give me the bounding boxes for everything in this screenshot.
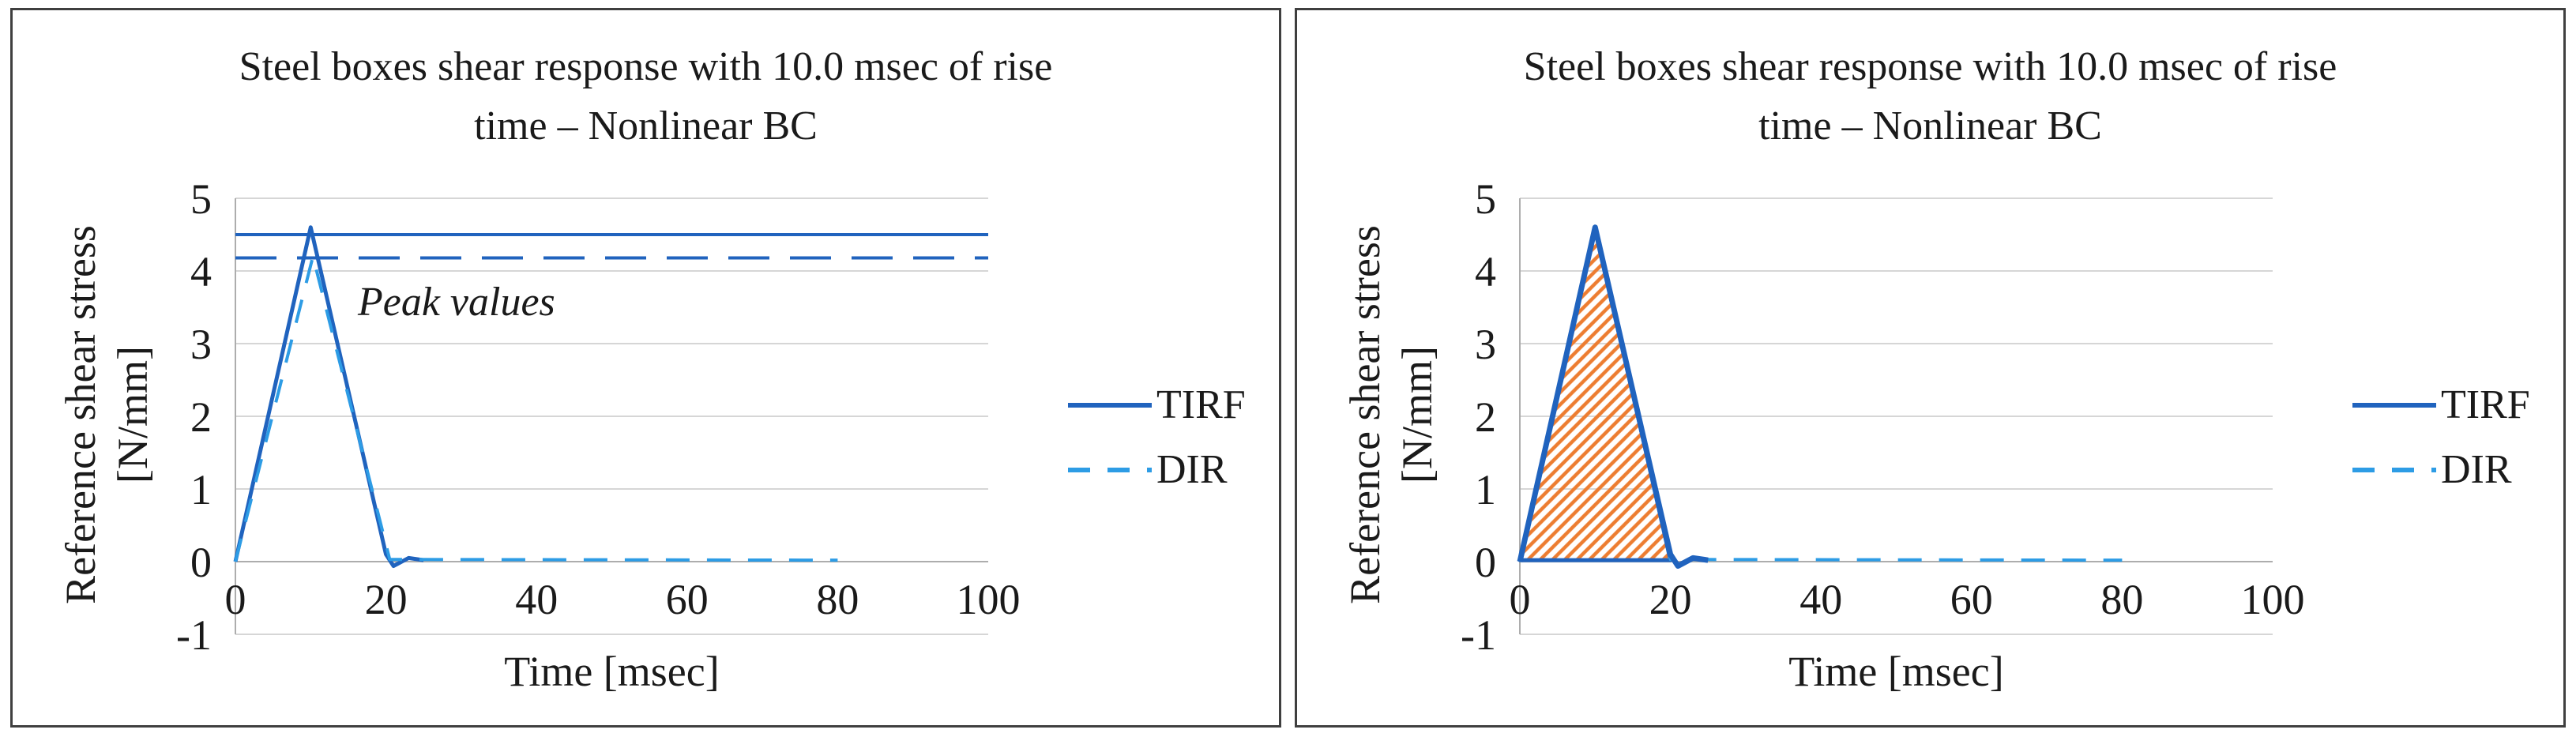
plot-area-right: 5 4 3 2 1 0 -1 0 20 40 60 80 100 (1461, 175, 2305, 659)
x-tick-label: 100 (957, 576, 1021, 623)
chart-title-line2: time – Nonlinear BC (1758, 103, 2102, 149)
legend-entry-dir: DIR (1068, 449, 1228, 491)
y-tick-label: 0 (190, 539, 212, 586)
x-axis-title: Time [msec] (1788, 648, 2004, 695)
x-tick-label: 0 (1510, 576, 1531, 623)
chart-title: Steel boxes shear response with 10.0 mse… (1329, 37, 2532, 156)
y-tick-label: -1 (1461, 611, 1496, 659)
y-tick-label: 5 (1475, 175, 1496, 223)
y-axis-title-line2: [N/mm] (109, 346, 156, 483)
x-tick-label: 60 (1950, 576, 1993, 623)
legend-label-dir: DIR (2441, 447, 2512, 492)
legend-label-tirf: TIRF (2441, 382, 2530, 427)
y-axis-title: Reference shear stress [N/mm] (1340, 225, 1444, 604)
x-tick-label: 20 (365, 576, 408, 623)
x-tick-label: 40 (1799, 576, 1842, 623)
y-axis-title-line1: Reference shear stress (1341, 225, 1390, 604)
x-tick-label: 80 (816, 576, 859, 623)
chart-panel-left: 5 4 3 2 1 0 -1 0 20 40 60 80 100 Steel boxes shear r… (10, 8, 1281, 728)
tirf-line-sample (2352, 403, 2436, 408)
y-tick-label: 1 (190, 466, 212, 513)
chart-title: Steel boxes shear response with 10.0 mse… (44, 37, 1247, 156)
dir-line-sample (1068, 468, 1152, 472)
chart-panel-right: 5 4 3 2 1 0 -1 0 20 40 60 80 100 Steel boxes shear r… (1295, 8, 2566, 728)
x-tick-label: 40 (515, 576, 558, 623)
legend-entry-dir: DIR (2352, 449, 2512, 491)
y-tick-label: 2 (1475, 393, 1496, 441)
y-axis-title-line2: [N/mm] (1393, 346, 1441, 483)
peak-values-annotation: Peak values (358, 280, 555, 325)
x-tick-label: 100 (2241, 576, 2305, 623)
y-axis-title-line1: Reference shear stress (57, 225, 105, 604)
tirf-line-sample (1068, 403, 1152, 408)
chart-title-line2: time – Nonlinear BC (474, 103, 818, 149)
y-tick-label: 3 (190, 321, 212, 368)
x-tick-label: 80 (2100, 576, 2143, 623)
chart-title-line1: Steel boxes shear response with 10.0 mse… (1523, 44, 2337, 89)
x-tick-label: 60 (666, 576, 709, 623)
legend-entry-tirf: TIRF (1068, 385, 1246, 426)
series-dir (234, 254, 838, 562)
y-tick-label: 0 (1475, 539, 1496, 586)
y-tick-label: 4 (1475, 248, 1496, 295)
y-tick-label: -1 (176, 611, 212, 659)
hatched-pulse-area (1517, 225, 1673, 562)
y-axis-title: Reference shear stress [N/mm] (55, 225, 160, 604)
chart-title-line1: Steel boxes shear response with 10.0 mse… (239, 44, 1053, 89)
y-tick-label: 4 (190, 248, 212, 295)
y-tick-label: 3 (1475, 321, 1496, 368)
legend-entry-tirf: TIRF (2352, 385, 2530, 426)
dir-line-sample (2352, 468, 2436, 472)
x-axis-title: Time [msec] (504, 648, 720, 695)
x-tick-label: 20 (1649, 576, 1692, 623)
x-tick-label: 0 (225, 576, 246, 623)
legend-label-dir: DIR (1156, 447, 1228, 492)
y-tick-label: 5 (190, 175, 212, 223)
plot-area-left: 5 4 3 2 1 0 -1 0 20 40 60 80 100 (176, 175, 1021, 659)
y-tick-label: 2 (190, 393, 212, 441)
series-tirf (1517, 224, 1709, 570)
y-tick-label: 1 (1475, 466, 1496, 513)
legend-label-tirf: TIRF (1156, 382, 1246, 427)
